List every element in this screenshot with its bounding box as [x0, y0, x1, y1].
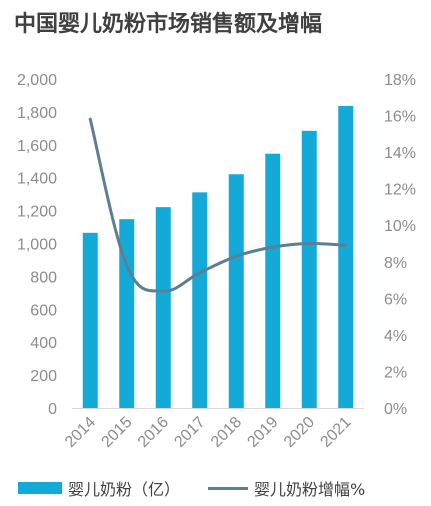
right-tick-label: 18%: [384, 72, 416, 89]
bar: [82, 232, 98, 408]
right-tick-label: 12%: [384, 182, 416, 199]
right-tick-label: 0%: [384, 401, 407, 418]
right-tick-label: 2%: [384, 364, 407, 381]
right-tick-label: 4%: [384, 328, 407, 345]
right-tick-label: 8%: [384, 255, 407, 272]
bar: [119, 219, 135, 408]
left-axis-ticks: 0 200 400 600 800 1,000 1,200 1,400 1,600 1,800 2,…: [17, 72, 57, 418]
x-tick-label: 2017: [171, 414, 208, 451]
legend-line-swatch: [208, 486, 249, 490]
left-tick-label: 1,400: [17, 171, 57, 188]
bar-series: [82, 105, 354, 408]
bar: [155, 207, 171, 408]
bar: [265, 153, 281, 408]
x-axis-ticks: 2014 2015 2016 2017 2018 2019 2020 2021: [62, 414, 355, 451]
right-axis-ticks: 0% 2% 4% 6% 8% 10% 12% 14% 16% 18%: [384, 72, 416, 418]
left-tick-label: 2,000: [17, 72, 57, 89]
left-tick-label: 1,000: [17, 237, 57, 254]
growth-line: [88, 117, 348, 293]
legend-item-bar: 婴儿奶粉（亿）: [18, 476, 180, 500]
left-tick-label: 200: [30, 368, 57, 385]
line-series-group: [88, 117, 348, 293]
legend-item-line: 婴儿奶粉增幅%: [208, 476, 365, 500]
left-tick-label: 800: [30, 269, 57, 286]
chart-title: 中国婴儿奶粉市场销售额及增幅: [14, 12, 323, 37]
x-tick-label: 2014: [62, 414, 99, 451]
bar: [192, 192, 208, 408]
x-tick-label: 2016: [135, 414, 172, 451]
x-tick-label: 2019: [244, 414, 281, 451]
right-tick-label: 10%: [384, 218, 416, 235]
right-tick-label: 16%: [384, 109, 416, 126]
right-tick-label: 6%: [384, 291, 407, 308]
bar: [301, 130, 317, 408]
x-tick-label: 2020: [281, 414, 318, 451]
left-tick-label: 1,600: [17, 138, 57, 155]
legend-line-label: 婴儿奶粉增幅%: [254, 480, 366, 499]
left-tick-label: 400: [30, 335, 57, 352]
legend: 婴儿奶粉（亿） 婴儿奶粉增幅%: [18, 476, 393, 500]
x-tick-label: 2015: [98, 414, 135, 451]
legend-bar-swatch: [18, 482, 62, 494]
right-tick-label: 14%: [384, 145, 416, 162]
bar: [338, 105, 354, 408]
legend-bar-label: 婴儿奶粉（亿）: [68, 480, 181, 499]
x-tick-label: 2021: [317, 414, 354, 451]
left-tick-label: 1,800: [17, 105, 57, 122]
left-tick-label: 0: [48, 401, 57, 418]
left-tick-label: 1,200: [17, 204, 57, 221]
left-tick-label: 600: [30, 302, 57, 319]
x-tick-label: 2018: [208, 414, 245, 451]
bar: [228, 174, 244, 408]
